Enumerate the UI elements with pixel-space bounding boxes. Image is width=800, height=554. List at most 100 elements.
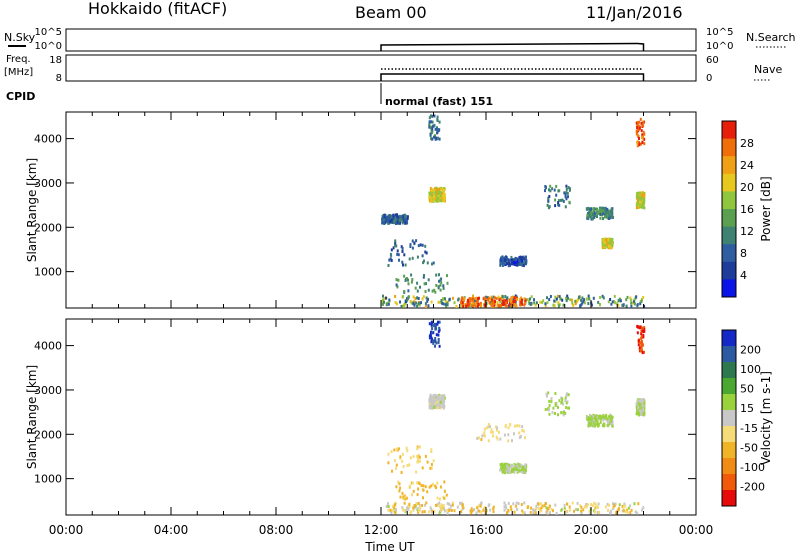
power-cell (487, 298, 490, 302)
power-cell (469, 303, 472, 307)
power-cell (558, 203, 561, 207)
power-cell (383, 214, 386, 217)
velocity-cell (401, 491, 404, 495)
power-cell (446, 301, 449, 305)
velocity-cell (439, 497, 441, 501)
power-cell (492, 295, 495, 299)
velocity-cell (624, 504, 627, 508)
power-cell (433, 199, 436, 203)
velocity-cell (514, 504, 517, 508)
power-cell (638, 126, 641, 130)
velocity-cell (405, 496, 408, 500)
velocity-cell (587, 420, 590, 424)
velocity-cell (546, 508, 549, 512)
power-cell (428, 197, 431, 201)
velocity-cell (439, 397, 442, 401)
power-cell (442, 284, 445, 288)
velocity-cell (442, 395, 445, 399)
velocity-cell (513, 510, 516, 514)
power-cell (438, 137, 441, 141)
power-cell (533, 298, 535, 302)
power-cell (441, 188, 444, 192)
power-cell (424, 290, 427, 293)
velocity-cell (422, 484, 425, 488)
power-cell (598, 303, 601, 307)
velocity-cell (517, 502, 520, 505)
velocity-cell (627, 506, 630, 510)
velocity-cell (640, 345, 643, 349)
power-cell (459, 301, 462, 305)
velocity-cell (417, 487, 420, 491)
power-cell (587, 213, 590, 217)
power-cell (442, 297, 445, 301)
velocity-cell (544, 408, 547, 411)
velocity-cell (545, 501, 547, 505)
velocity-cell (423, 510, 426, 514)
velocity-cell (443, 496, 446, 500)
power-cell (551, 187, 554, 191)
power-cell (589, 215, 592, 219)
power-cell (618, 297, 621, 301)
velocity-cell (615, 511, 618, 515)
velocity-cell (520, 503, 523, 506)
power-cell (401, 221, 404, 225)
power-cell (471, 304, 474, 308)
power-cell (502, 300, 505, 304)
velocity-cell (395, 463, 398, 467)
power-cell (422, 275, 425, 279)
velocity-cell (438, 501, 441, 505)
power-cell (439, 288, 442, 292)
power-cell (435, 191, 438, 195)
power-cell (388, 218, 391, 222)
velocity-cell (634, 510, 637, 514)
velocity-cell (524, 436, 526, 440)
power-cell (425, 296, 428, 300)
power-cell (567, 296, 569, 300)
power-cell (564, 193, 567, 196)
power-cell (422, 295, 425, 299)
velocity-cell (548, 504, 551, 508)
power-cell (530, 295, 533, 299)
power-cell (413, 241, 416, 245)
velocity-colorbar-swatch (722, 362, 736, 379)
velocity-cell (406, 505, 409, 509)
velocity-cell (575, 508, 577, 511)
velocity-cell (541, 504, 544, 508)
power-cell (639, 200, 641, 204)
power-cell (428, 192, 431, 196)
velocity-cell (412, 508, 415, 512)
velocity-cell (561, 397, 564, 401)
power-cell (427, 297, 429, 301)
velocity-cell (397, 447, 400, 451)
power-cell (633, 300, 636, 304)
velocity-cell (430, 448, 433, 452)
power-cell (386, 215, 389, 219)
power-cell (608, 210, 611, 214)
power-cell (516, 297, 519, 301)
power-cell (403, 253, 406, 257)
power-cell (409, 245, 412, 248)
power-y-tick-label: 2000 (34, 221, 62, 234)
power-cell (590, 212, 593, 216)
velocity-cell (610, 416, 613, 420)
velocity-cell (409, 456, 412, 460)
velocity-cell (550, 397, 553, 401)
power-cell (452, 296, 454, 300)
power-cell (433, 114, 436, 118)
velocity-cell (460, 510, 463, 514)
velocity-cell (611, 424, 614, 428)
velocity-cell (592, 418, 595, 422)
velocity-cell (636, 412, 639, 416)
velocity-cell (527, 505, 530, 509)
power-cell (546, 301, 549, 305)
power-cell (397, 253, 400, 257)
power-cell (444, 303, 447, 307)
power-cell (394, 295, 397, 298)
velocity-cell (399, 455, 402, 459)
velocity-cell (594, 502, 597, 506)
power-cell (590, 207, 593, 211)
velocity-cell (564, 411, 567, 415)
velocity-cell (478, 509, 481, 513)
velocity-cell (535, 507, 537, 511)
power-cell (421, 254, 424, 258)
